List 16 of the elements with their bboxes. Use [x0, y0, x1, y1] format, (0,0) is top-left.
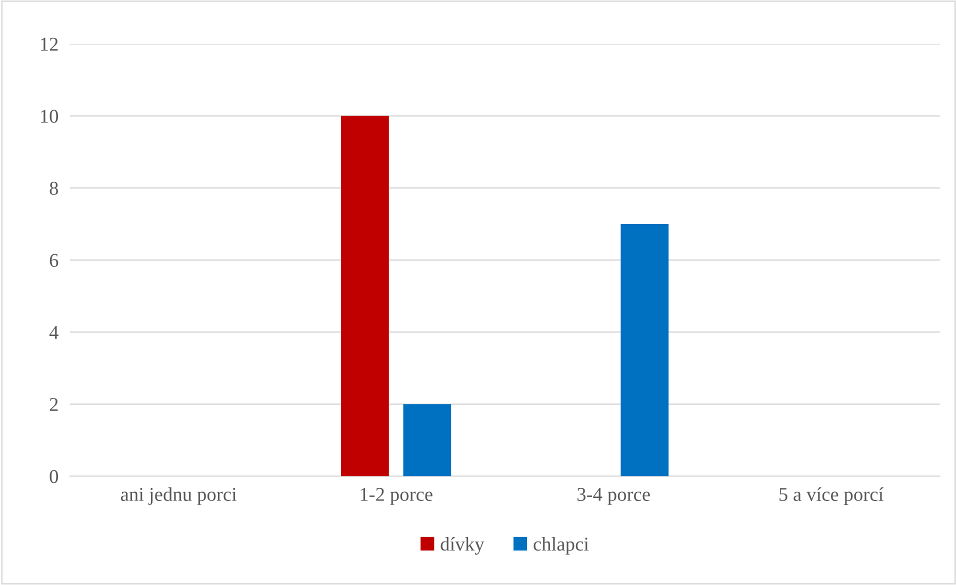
legend-label: chlapci [534, 537, 589, 555]
x-tick-label: ani jednu porci [120, 487, 237, 505]
y-tick-label: 10 [41, 110, 58, 123]
y-tick-label: 8 [50, 182, 58, 195]
x-tick-label: 1-2 porce [360, 488, 432, 505]
legend-label: dívky [440, 537, 484, 555]
y-tick-label: 0 [50, 470, 58, 484]
x-tick-label: 5 a více porcí [780, 487, 884, 505]
bar [341, 116, 389, 476]
x-tick-label: 3-4 porce [578, 488, 650, 505]
bar [403, 404, 452, 476]
y-tick-label: 2 [50, 398, 58, 411]
y-tick-label: 4 [49, 326, 58, 339]
y-tick-label: 6 [50, 254, 58, 267]
y-tick-label: 12 [41, 38, 58, 51]
bar [620, 224, 669, 476]
